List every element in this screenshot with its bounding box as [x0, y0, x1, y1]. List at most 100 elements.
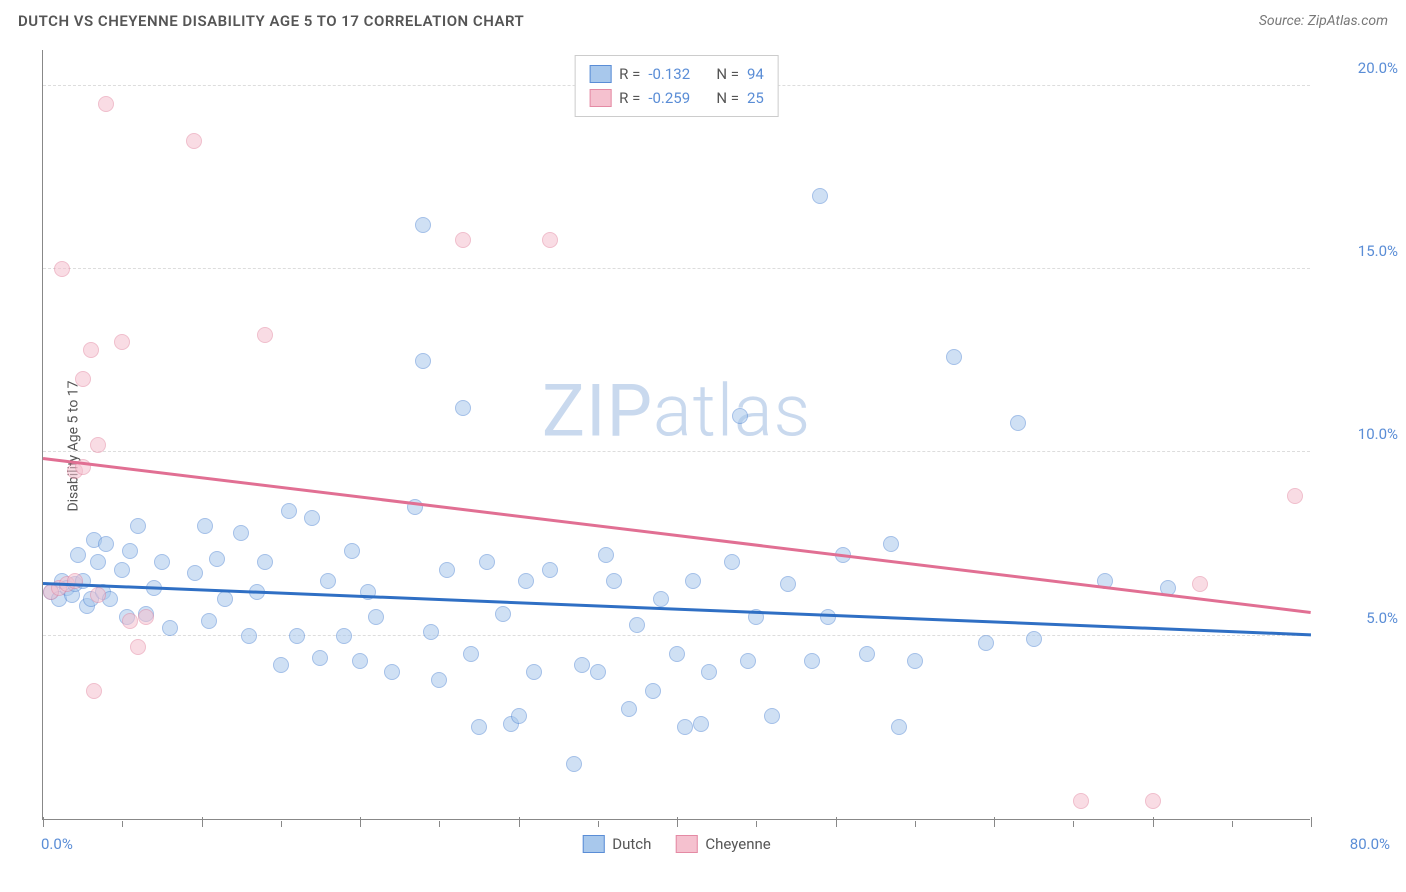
data-point — [907, 653, 923, 669]
data-point — [130, 518, 146, 534]
data-point — [804, 653, 820, 669]
chart-source: Source: ZipAtlas.com — [1259, 13, 1388, 29]
data-point — [122, 613, 138, 629]
data-point — [732, 408, 748, 424]
data-point — [241, 628, 257, 644]
x-tick-minor — [598, 821, 599, 827]
data-point — [162, 620, 178, 636]
x-tick — [836, 817, 837, 827]
data-point — [812, 188, 828, 204]
data-point — [463, 646, 479, 662]
data-point — [455, 232, 471, 248]
data-point — [574, 657, 590, 673]
legend-r-label: R = — [619, 62, 640, 86]
x-tick-minor — [122, 821, 123, 827]
y-tick-label: 20.0% — [1358, 59, 1398, 77]
x-tick — [1153, 817, 1154, 827]
legend-n-label: N = — [716, 62, 739, 86]
data-point — [431, 672, 447, 688]
data-point — [197, 518, 213, 534]
data-point — [566, 756, 582, 772]
data-point — [677, 719, 693, 735]
data-point — [1192, 576, 1208, 592]
legend-swatch — [675, 835, 697, 853]
data-point — [83, 342, 99, 358]
data-point — [1010, 415, 1026, 431]
data-point — [479, 554, 495, 570]
watermark: ZIPatlas — [542, 369, 811, 454]
data-point — [518, 573, 534, 589]
y-tick-label: 15.0% — [1358, 242, 1398, 260]
x-tick-minor — [756, 821, 757, 827]
x-tick — [1311, 817, 1312, 827]
data-point — [273, 657, 289, 673]
data-point — [415, 217, 431, 233]
legend-item: Dutch — [582, 835, 651, 853]
x-max-label: 80.0% — [1350, 835, 1390, 853]
x-tick — [994, 817, 995, 827]
data-point — [130, 639, 146, 655]
data-point — [598, 547, 614, 563]
legend-r-value: -0.259 — [648, 86, 708, 110]
data-point — [590, 664, 606, 680]
data-point — [693, 716, 709, 732]
data-point — [217, 591, 233, 607]
data-point — [233, 525, 249, 541]
x-origin-label: 0.0% — [41, 835, 73, 853]
legend-n-value: 25 — [747, 86, 764, 110]
data-point — [455, 400, 471, 416]
data-point — [645, 683, 661, 699]
chart-title: DUTCH VS CHEYENNE DISABILITY AGE 5 TO 17… — [18, 12, 524, 30]
data-point — [1073, 793, 1089, 809]
data-point — [883, 536, 899, 552]
x-tick-minor — [1232, 821, 1233, 827]
data-point — [281, 503, 297, 519]
x-tick-minor — [281, 821, 282, 827]
data-point — [98, 536, 114, 552]
legend-swatch — [589, 65, 611, 83]
gridline — [43, 268, 1310, 269]
data-point — [201, 613, 217, 629]
data-point — [114, 334, 130, 350]
data-point — [154, 554, 170, 570]
data-point — [336, 628, 352, 644]
series-legend: Dutch Cheyenne — [582, 835, 771, 853]
data-point — [98, 96, 114, 112]
data-point — [187, 565, 203, 581]
data-point — [67, 573, 83, 589]
data-point — [471, 719, 487, 735]
x-tick — [43, 817, 44, 827]
data-point — [978, 635, 994, 651]
x-tick-minor — [915, 821, 916, 827]
data-point — [891, 719, 907, 735]
data-point — [606, 573, 622, 589]
data-point — [1287, 488, 1303, 504]
data-point — [54, 261, 70, 277]
data-point — [90, 437, 106, 453]
legend-label: Dutch — [612, 835, 651, 853]
legend-r-label: R = — [619, 86, 640, 110]
gridline — [43, 635, 1310, 636]
data-point — [415, 353, 431, 369]
data-point — [352, 653, 368, 669]
data-point — [1026, 631, 1042, 647]
data-point — [257, 327, 273, 343]
legend-r-value: -0.132 — [648, 62, 708, 86]
data-point — [320, 573, 336, 589]
data-point — [526, 664, 542, 680]
data-point — [90, 587, 106, 603]
data-point — [780, 576, 796, 592]
legend-swatch — [582, 835, 604, 853]
data-point — [653, 591, 669, 607]
data-point — [257, 554, 273, 570]
data-point — [764, 708, 780, 724]
legend-label: Cheyenne — [705, 835, 770, 853]
data-point — [669, 646, 685, 662]
data-point — [138, 609, 154, 625]
data-point — [701, 664, 717, 680]
correlation-legend: R =-0.132N =94R =-0.259N =25 — [574, 55, 779, 117]
x-tick-minor — [1073, 821, 1074, 827]
x-tick-minor — [439, 821, 440, 827]
x-tick — [202, 817, 203, 827]
data-point — [304, 510, 320, 526]
